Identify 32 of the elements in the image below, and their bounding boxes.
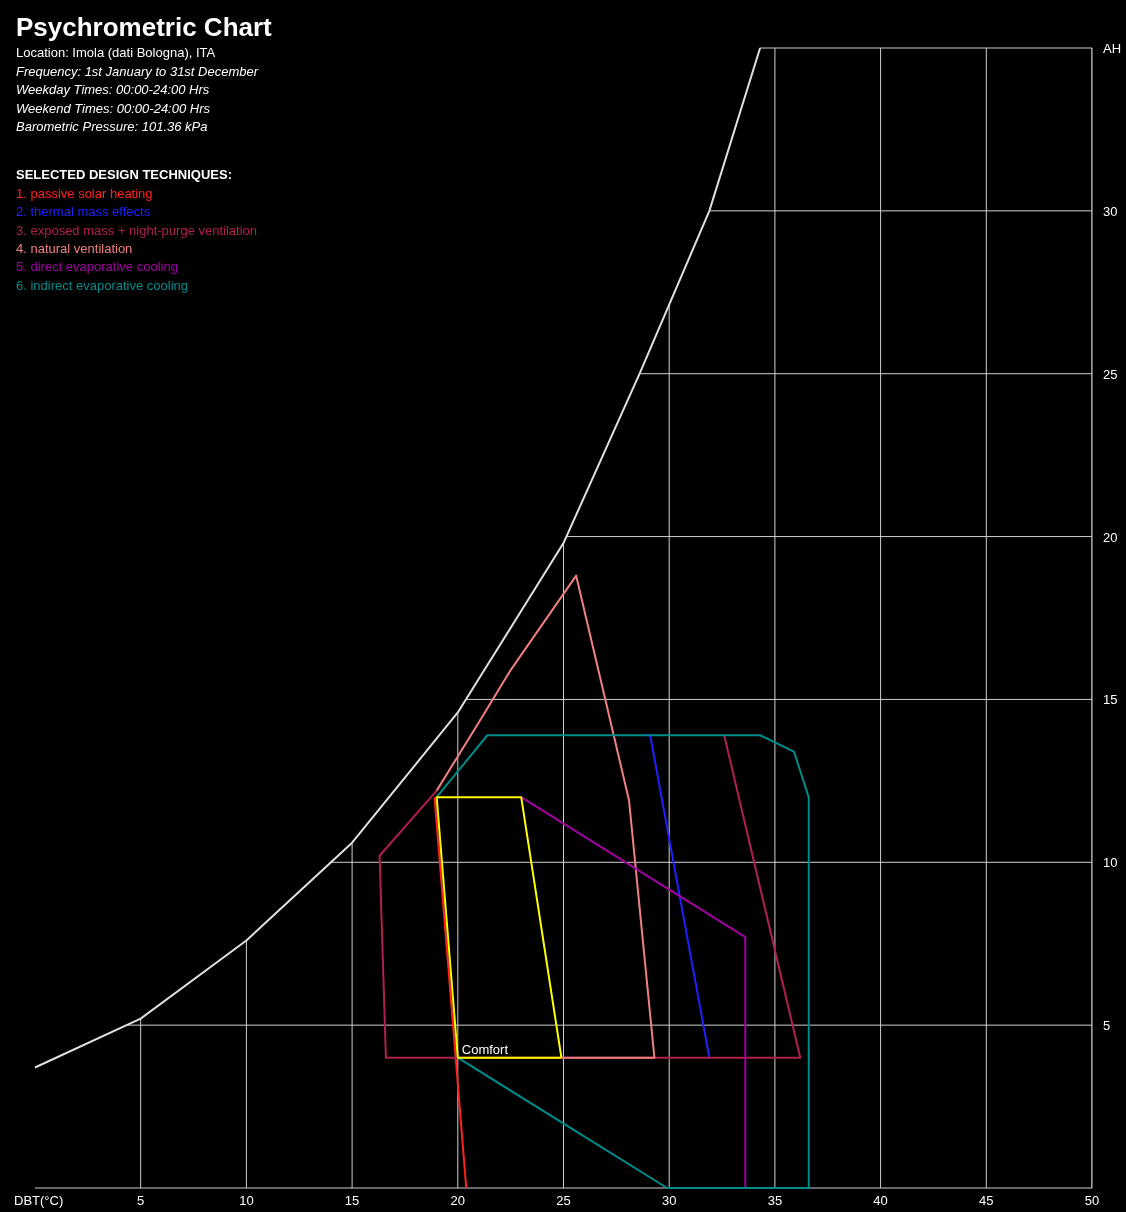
y-tick-label: 20 — [1103, 529, 1118, 545]
y-axis-title: AH — [1103, 41, 1122, 56]
text: 6. indirect evaporative cooling — [16, 277, 188, 293]
annotation: Comfort — [461, 1041, 509, 1057]
text: Location: Imola (dati Bologna), ITA — [16, 45, 216, 60]
y-tick-label: 5 — [1103, 1018, 1111, 1034]
x-tick-label: 50 — [1084, 1193, 1100, 1208]
text: Weekday Times: 00:00-24:00 Hrs — [16, 82, 210, 97]
x-tick-label: 30 — [661, 1193, 677, 1208]
y-tick-label: 10 — [1103, 855, 1118, 871]
x-tick-label: 10 — [239, 1193, 254, 1208]
legend-title: SELECTED DESIGN TECHNIQUES: — [16, 167, 232, 182]
x-tick-label: 25 — [556, 1193, 571, 1208]
text: Barometric Pressure: 101.36 kPa — [16, 119, 208, 134]
x-axis-title: DBT(°C) — [14, 1193, 64, 1208]
x-tick-label: 45 — [979, 1193, 994, 1208]
text: 5. direct evaporative cooling — [16, 259, 178, 275]
text: 1. passive solar heating — [16, 186, 153, 201]
text: Weekend Times: 00:00-24:00 Hrs — [16, 100, 211, 116]
y-tick-label: 25 — [1103, 366, 1118, 382]
x-tick-label: 5 — [137, 1193, 145, 1208]
text: 4. natural ventilation — [16, 240, 133, 256]
y-tick-label: 30 — [1103, 203, 1118, 219]
x-tick-label: 40 — [873, 1193, 888, 1208]
text: Frequency: 1st January to 31st December — [16, 63, 259, 79]
chart-title: Psychrometric Chart — [16, 12, 273, 42]
x-tick-label: 35 — [767, 1193, 783, 1208]
text: 3. exposed mass + night-purge ventilation — [16, 222, 258, 238]
text: 2. thermal mass effects — [16, 204, 151, 220]
x-tick-label: 20 — [450, 1193, 466, 1208]
y-tick-label: 15 — [1103, 692, 1118, 708]
x-tick-label: 15 — [344, 1193, 360, 1208]
